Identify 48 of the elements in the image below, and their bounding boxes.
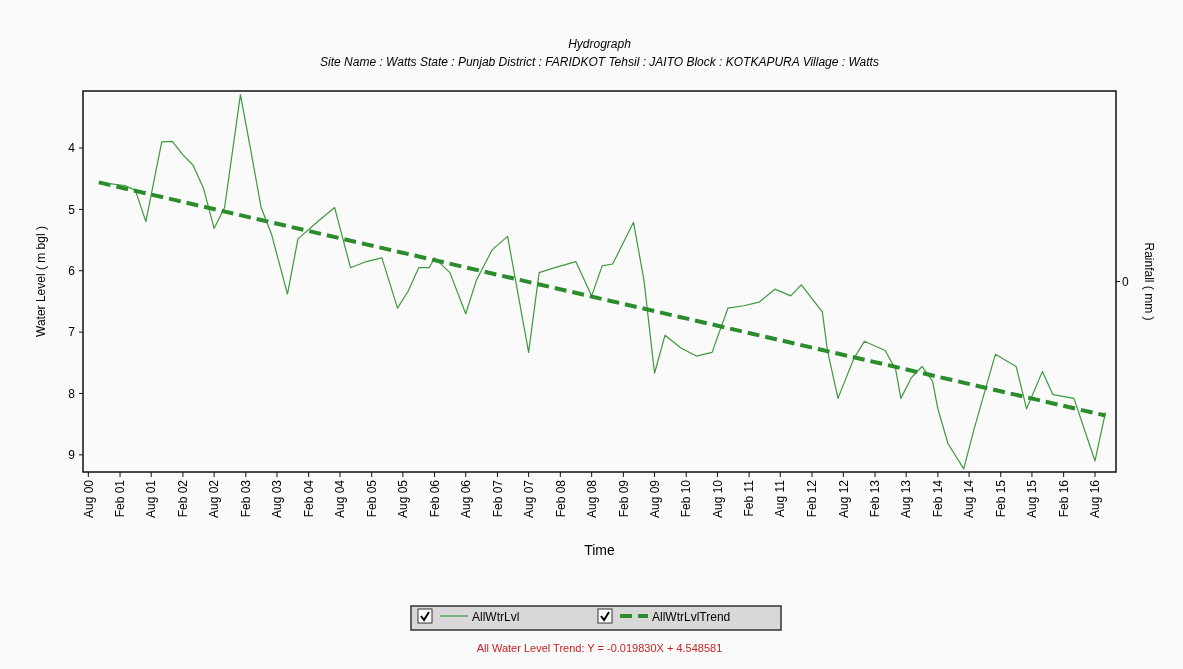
x-tick-label: Feb 01 [113,479,128,518]
y-axis-title: Water Level ( m bgl ) [34,226,48,337]
y2-axis-title: Rainfall ( mm ) [1142,242,1156,321]
x-tick-label: Feb 02 [176,479,191,518]
x-tick-label: Feb 07 [490,479,505,518]
x-tick-label: Aug 00 [81,479,96,519]
text: All Water Level Trend: Y = -0.019830X + 4.548581 [476,642,723,654]
y-tick-label: 8 [68,386,76,401]
x-tick-label: Aug 12 [836,479,851,519]
x-tick-label: Aug 14 [962,479,977,519]
x-tick-label: Feb 10 [679,479,694,518]
x-tick-label: Aug 03 [270,479,285,519]
x-tick-label: Aug 02 [207,479,222,519]
x-tick-label: Aug 04 [333,479,348,519]
x-tick-label: Aug 13 [899,479,914,519]
y-tick-label: 7 [68,325,76,340]
x-tick-label: Aug 15 [1025,479,1040,519]
x-tick-label: Feb 15 [993,479,1008,518]
y-tick-label: 9 [68,448,76,463]
x-tick-label: Aug 11 [773,479,788,518]
x-tick-label: Aug 06 [458,479,473,519]
x-tick-label: Aug 01 [144,479,159,519]
x-tick-label: Feb 09 [616,479,631,518]
x-tick-label: Feb 12 [805,479,820,518]
x-tick-label: Feb 05 [364,479,379,518]
x-tick-label: Feb 04 [301,479,316,518]
y-tick-label: 6 [68,263,76,278]
x-tick-label: Feb 14 [931,479,946,518]
y-tick-label: 4 [68,141,76,156]
x-tick-label: Aug 08 [584,479,599,519]
x-tick-label: Feb 06 [427,479,442,518]
x-tick-label: Feb 13 [868,479,883,518]
x-axis-title: Time [584,542,616,558]
x-tick-label: Aug 16 [1088,479,1103,519]
y-tick-label: 5 [68,202,76,217]
x-tick-label: Aug 07 [521,479,536,519]
x-tick-label: Aug 09 [647,479,662,519]
legend-label: AllWtrLvlTrend [652,610,731,624]
chart-title: Hydrograph [568,37,632,51]
legend-label: AllWtrLvl [472,610,520,624]
x-tick-label: Aug 05 [396,479,411,519]
chart-subtitle: Site Name : Watts State : Punjab District : FARIDKOT Tehsil : JAITO Block : KOTKAPURA Village : Watts [320,55,879,69]
x-tick-label: Feb 16 [1056,479,1071,518]
x-tick-label: Feb 08 [553,479,568,518]
x-tick-label: Feb 11 [742,479,757,517]
text: 0 [1122,274,1129,289]
x-tick-label: Aug 10 [710,479,725,519]
x-tick-label: Feb 03 [238,479,253,518]
